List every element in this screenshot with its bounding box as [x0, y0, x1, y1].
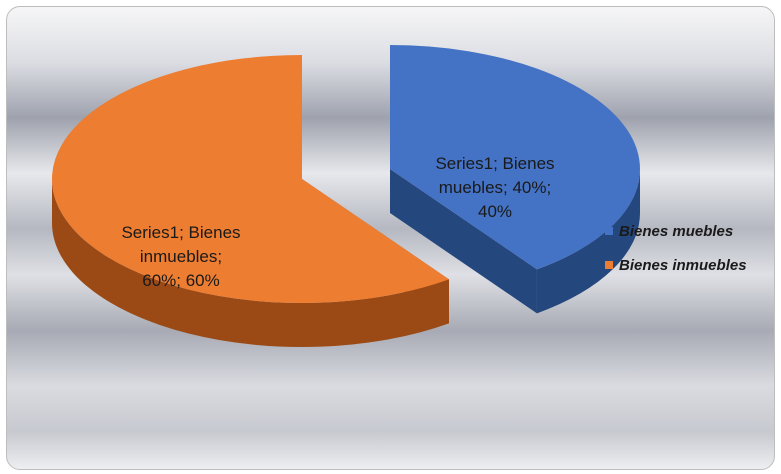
pie-slice-bienes-inmuebles [51, 55, 449, 347]
pie-slice-cut-face [390, 169, 537, 314]
pie-slice-top [390, 45, 640, 270]
legend: Bienes muebles Bienes inmuebles [605, 214, 747, 282]
pie-slice-bienes-muebles [390, 45, 640, 314]
pie-slice-top [51, 55, 449, 303]
legend-label-bienes-muebles: Bienes muebles [619, 222, 734, 240]
pie-chart: Series1; Bienes muebles; 40%; 40%Series1; … [51, 45, 640, 347]
legend-label-bienes-inmuebles: Bienes inmuebles [619, 256, 747, 274]
data-label-line: 40% [478, 202, 512, 221]
chart-frame: Series1; Bienes muebles; 40%; 40% Series1; … [6, 6, 775, 470]
legend-item-bienes-inmuebles: Bienes inmuebles [605, 248, 747, 282]
data-label-bienes-inmuebles: Series1; Bienes inmuebles; 60%; 60% [121, 223, 240, 290]
pie-slice-side [536, 169, 640, 314]
data-label-line: Series1; Bienes [121, 223, 240, 242]
legend-item-bienes-muebles: Bienes muebles [605, 214, 747, 248]
data-label-bienes-muebles: Series1; Bienes muebles; 40%; 40% [435, 154, 554, 221]
data-label-line: inmuebles; [140, 247, 222, 266]
data-label-line: 60%; 60% [142, 271, 220, 290]
legend-swatch-bienes-muebles [605, 227, 613, 235]
data-label-line: muebles; 40%; [439, 178, 551, 197]
pie-slice-side [52, 179, 449, 347]
data-label-line: Series1; Bienes [435, 154, 554, 173]
legend-swatch-bienes-inmuebles [605, 261, 613, 269]
